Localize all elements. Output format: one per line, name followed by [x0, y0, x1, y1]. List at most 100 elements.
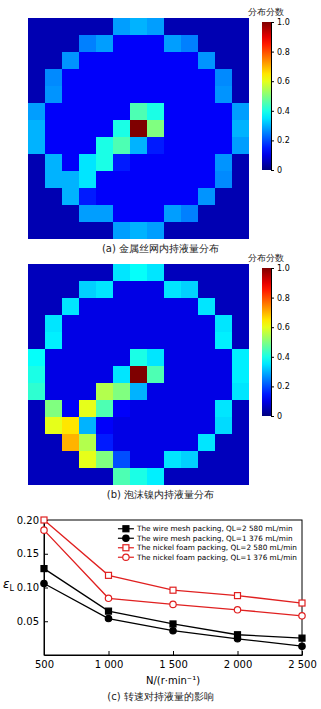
heatmap-cell	[147, 35, 165, 53]
y-tick-mark	[44, 554, 48, 555]
colorbar-axis: 00.20.40.60.81.0	[271, 18, 290, 175]
heatmap-cell	[215, 332, 233, 350]
heatmap-cell	[232, 383, 249, 401]
heatmap-cell	[79, 451, 97, 469]
heatmap-cell	[164, 154, 182, 172]
series-line	[44, 530, 302, 616]
heatmap-cell	[130, 205, 148, 223]
heatmap-cell	[79, 281, 97, 299]
heatmap-cell	[147, 315, 165, 333]
heatmap-cell	[62, 205, 80, 223]
heatmap-cell	[130, 468, 148, 485]
heatmap-cell	[79, 52, 97, 70]
heatmap-cell	[147, 281, 165, 299]
heatmap-cell	[130, 417, 148, 435]
heatmap-cell	[147, 332, 165, 350]
heatmap-cell	[215, 86, 233, 104]
heatmap-cell	[79, 349, 97, 367]
heatmap-cell	[198, 434, 216, 452]
heatmap-cell	[79, 86, 97, 104]
heatmap-cell	[113, 349, 131, 367]
heatmap-cell	[45, 332, 63, 350]
heatmap-cell	[130, 137, 148, 155]
heatmap-cell	[79, 264, 97, 282]
y-tick-label: 0.10	[17, 582, 39, 593]
heatmap-cell	[215, 468, 233, 485]
heatmap-cell	[45, 281, 63, 299]
heatmap-cells	[28, 18, 249, 239]
colorbar-tick-label: 0.2	[277, 136, 290, 145]
heatmap-cell	[164, 264, 182, 282]
heatmap-cell	[62, 332, 80, 350]
heatmap-cell	[62, 383, 80, 401]
heatmap-cell	[62, 400, 80, 418]
x-tick-mark	[109, 651, 110, 655]
series-line	[44, 520, 302, 603]
heatmap-cell	[45, 349, 63, 367]
legend-symbol	[123, 526, 129, 532]
heatmap-cell	[28, 188, 46, 206]
colorbar-tick: 0.2	[271, 382, 290, 391]
heatmap-cell	[215, 103, 233, 121]
colorbar-axis-line	[272, 23, 275, 171]
y-axis-title-part: L	[10, 584, 15, 593]
colorbar-tick: 0.8	[271, 48, 290, 57]
series-line	[44, 569, 302, 639]
heatmap-cell	[62, 468, 80, 485]
heatmap-cell	[232, 69, 249, 87]
heatmap-cell	[113, 171, 131, 189]
heatmap-cell	[215, 188, 233, 206]
colorbar-title: 分布分数	[248, 7, 284, 17]
heatmap-cell	[147, 298, 165, 316]
series-marker	[41, 580, 47, 586]
heatmap-cell	[198, 349, 216, 367]
y-tick-label: 0.20	[17, 515, 39, 526]
heatmap-cell	[45, 383, 63, 401]
heatmap-cell	[232, 349, 249, 367]
series-marker	[234, 607, 240, 613]
heatmap-cell	[164, 434, 182, 452]
heatmap-cell	[113, 69, 131, 87]
heatmap-cell	[96, 69, 114, 87]
y-axis-title: εL	[3, 577, 15, 593]
heatmap-cell	[147, 69, 165, 87]
heatmap-cell	[232, 52, 249, 70]
heatmap-cell	[62, 222, 80, 239]
series-marker	[299, 600, 305, 606]
colorbar-tick: 1.0	[271, 264, 290, 273]
heatmap-cell	[215, 315, 233, 333]
y-tick-mark	[44, 621, 48, 622]
colorbar-tick: 0.6	[271, 323, 290, 332]
heatmap-cell	[232, 103, 249, 121]
heatmap-cell	[130, 264, 148, 282]
heatmap-cell	[181, 35, 199, 53]
x-axis-title: N/(r·min⁻¹)	[146, 675, 200, 686]
colorbar-axis: 00.20.40.60.81.0	[271, 264, 290, 421]
series-marker	[235, 593, 241, 599]
heatmap-cell	[79, 35, 97, 53]
legend-label: The wire mesh packing, QL=1 376 mL/min	[136, 534, 293, 543]
heatmap-cell	[147, 264, 165, 282]
heatmap-cell	[198, 264, 216, 282]
heatmap-cell	[164, 222, 182, 239]
heatmap-cell	[164, 366, 182, 384]
heatmap-cell	[181, 383, 199, 401]
x-axis-line	[45, 655, 303, 656]
heatmap-cell	[79, 69, 97, 87]
heatmap-cell	[215, 171, 233, 189]
heatmap-cell	[28, 69, 46, 87]
heatmap-cell	[198, 366, 216, 384]
heatmap-cell	[130, 86, 148, 104]
heatmap-cell	[130, 298, 148, 316]
heatmap-cells	[28, 264, 249, 485]
heatmap-cell	[198, 222, 216, 239]
series-line	[44, 583, 302, 646]
heatmap-cell	[28, 120, 46, 138]
heatmap-cell	[164, 468, 182, 485]
heatmap-cell	[45, 120, 63, 138]
heatmap-cell	[62, 366, 80, 384]
heatmap-cell	[130, 103, 148, 121]
colorbar-tick-mark	[271, 81, 274, 82]
heatmap-cell	[45, 188, 63, 206]
heatmap-cell	[96, 222, 114, 239]
